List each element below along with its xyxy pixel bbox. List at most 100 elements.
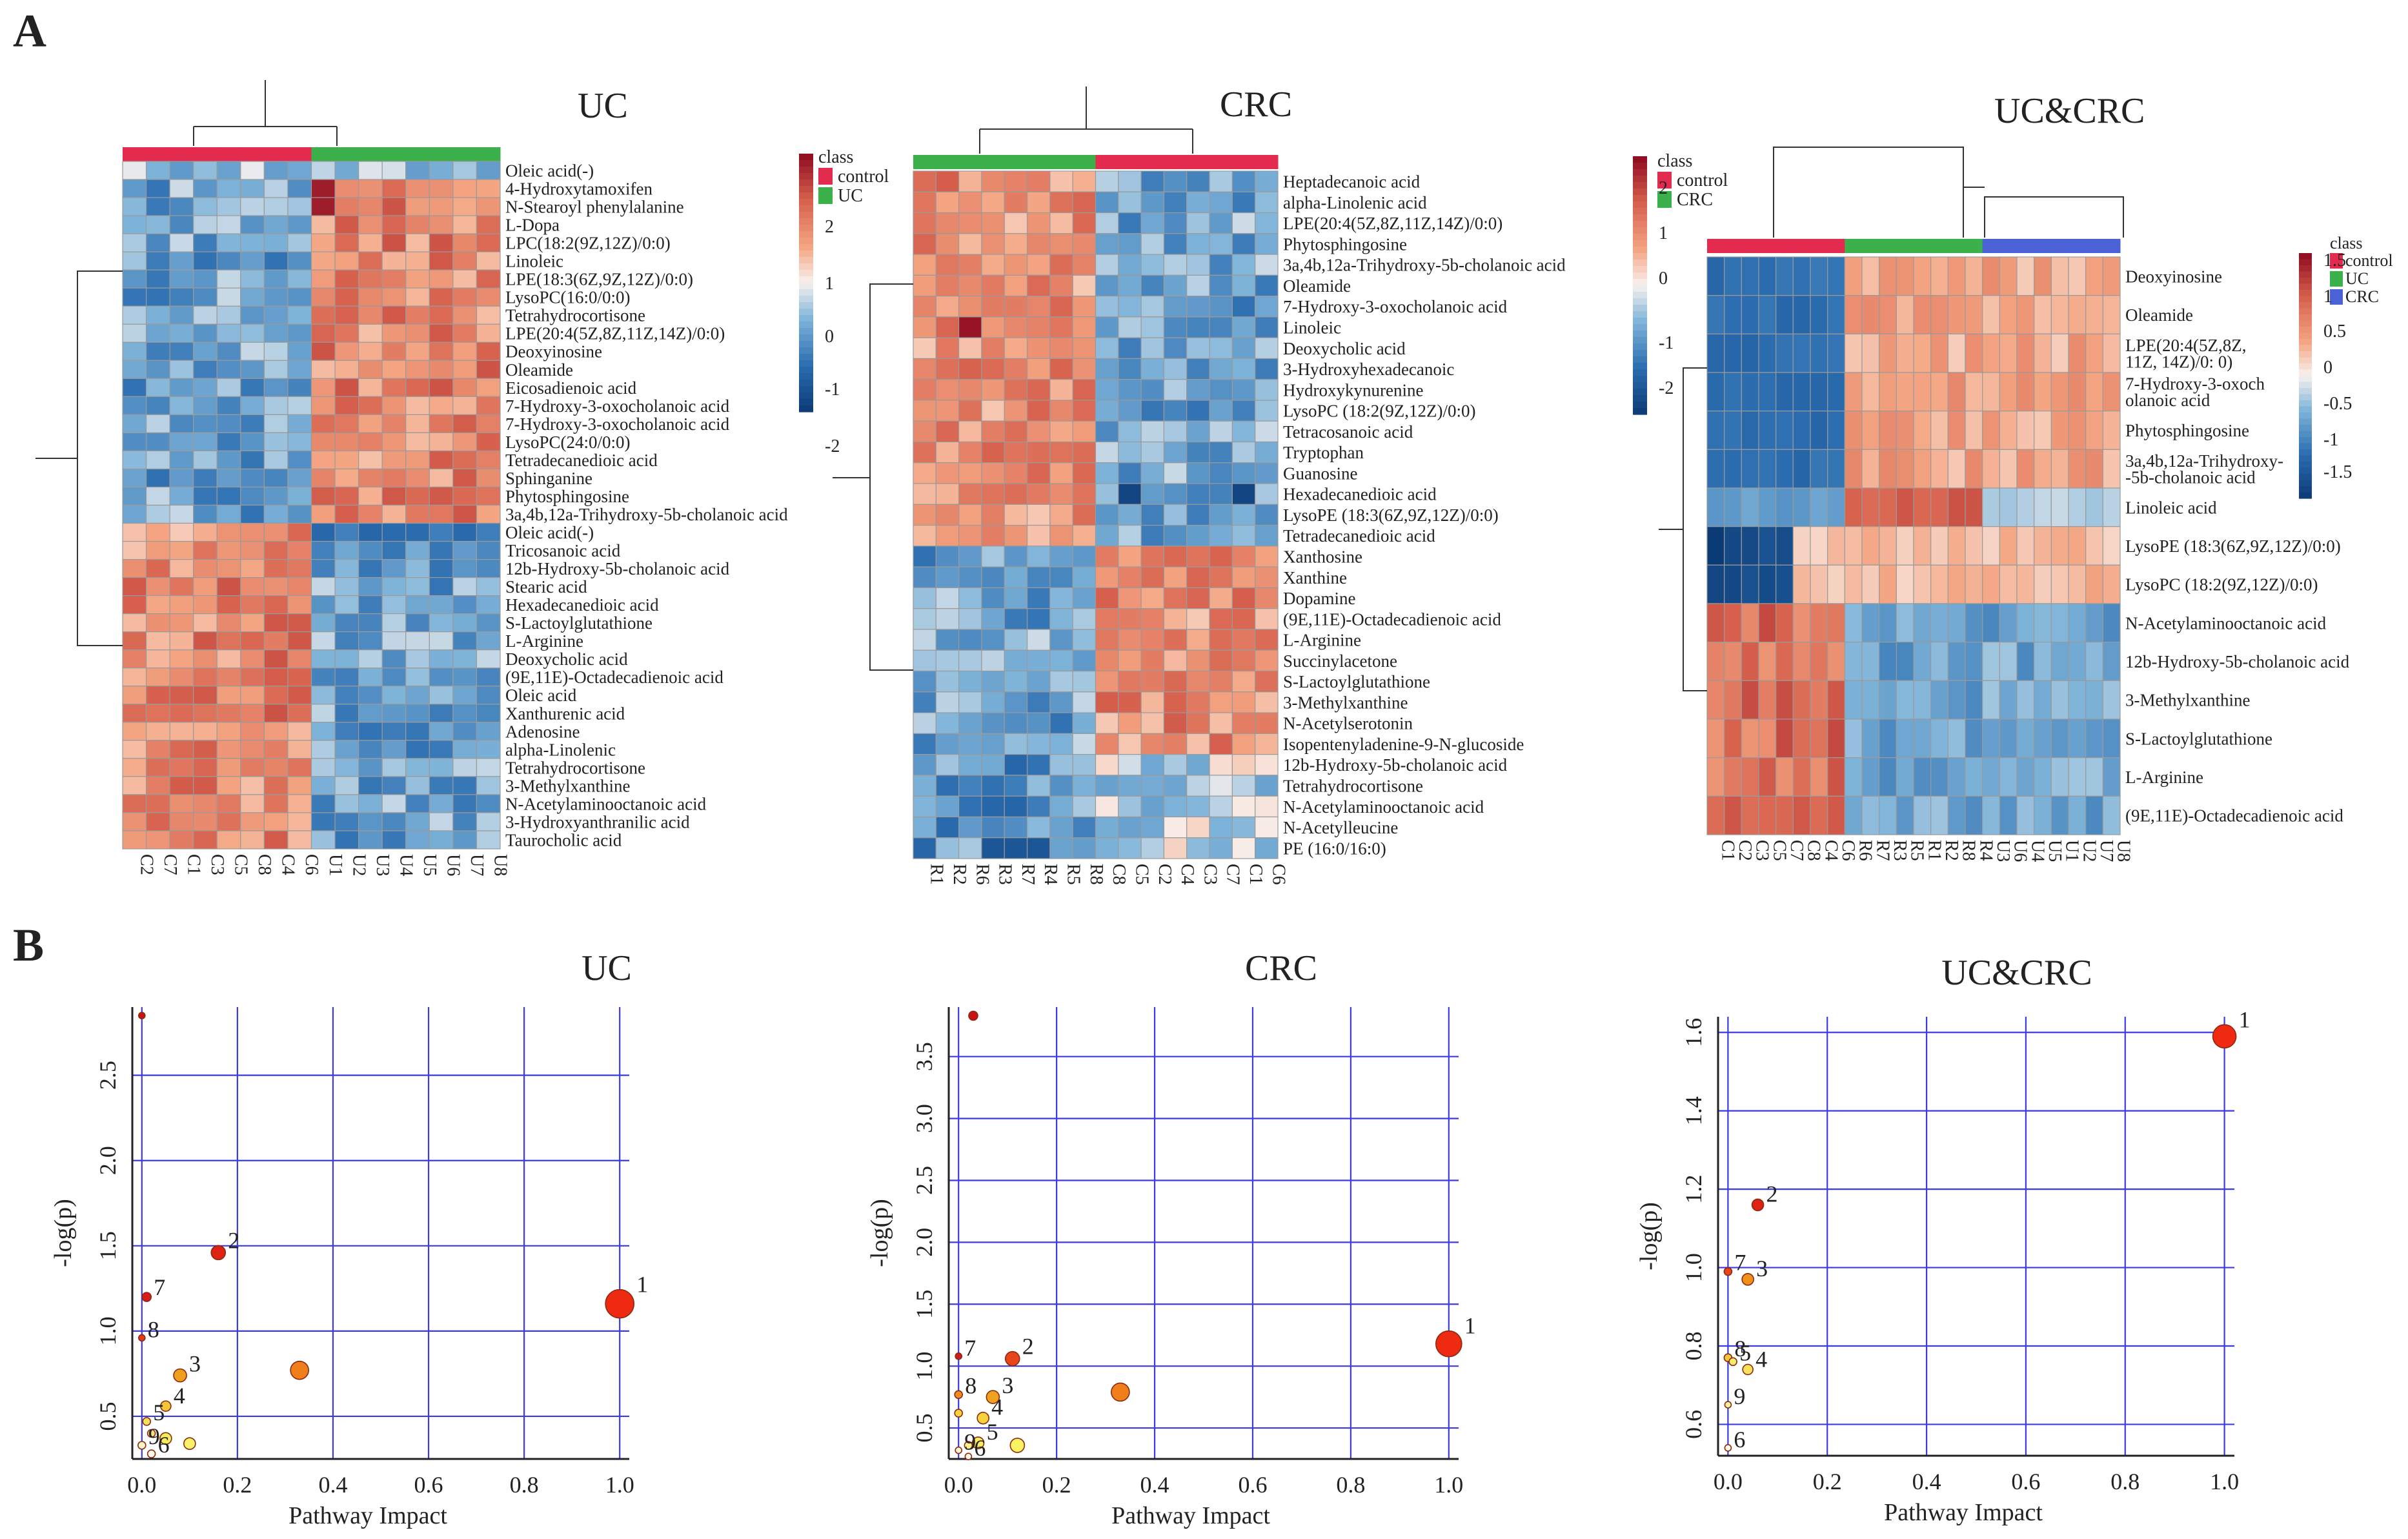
crc-heatmap-cell: [981, 358, 1005, 380]
uccrc-right-colorbar-tick: 0: [2323, 358, 2332, 378]
uc-heatmap-cell: [216, 722, 241, 741]
uc-heatmap-cell: [193, 631, 218, 651]
uccrc-heatmap-cell: [1930, 372, 1948, 412]
uccrc-heatmap-cell: [2085, 564, 2103, 604]
uc-heatmap-cell: [476, 468, 501, 488]
uc-heatmap-cell: [405, 323, 430, 343]
uc-heatmap-cell: [169, 378, 194, 397]
crc-heatmap-cell: [1163, 212, 1188, 234]
crc-column-label: R6: [972, 864, 992, 885]
uccrc-heatmap-cell: [1965, 333, 1983, 373]
uccrc-colorbar-segment: [1633, 240, 1647, 247]
uc-colorbar-segment: [799, 341, 813, 348]
crc-heatmap-cell: [1163, 316, 1188, 338]
uc-heatmap-cell: [240, 631, 265, 651]
uc-heatmap-cell: [145, 704, 170, 723]
uccrc-heatmap-cell: [1861, 719, 1880, 759]
crc-heatmap-cell: [935, 212, 960, 234]
uccrc-heatmap-cell: [1724, 333, 1742, 373]
uc-heatmap-cell: [216, 450, 241, 470]
uc-heatmap-cell: [358, 522, 383, 542]
crc-column-label: C1: [1246, 864, 1266, 885]
uc-heatmap-cell: [240, 522, 265, 542]
crc-column-label: C2: [1155, 864, 1175, 885]
uc-heatmap-cell: [240, 468, 265, 488]
uccrc-heatmap-cell: [1724, 526, 1742, 566]
crc-heatmap-cell: [1209, 400, 1233, 422]
uccrc-colorbar-segment: [1633, 272, 1647, 280]
crc-heatmap-cell: [1163, 296, 1188, 318]
uc-heatmap-cell: [358, 215, 383, 234]
uccrc-column-label: R6: [1856, 840, 1876, 861]
crc-group-bar: [1073, 155, 1096, 169]
crc-pathway-point: [964, 1452, 973, 1460]
crc-heatmap-cell: [1209, 691, 1233, 713]
uccrc-heatmap-cell: [1724, 411, 1742, 450]
crc-heatmap-cell: [1095, 649, 1119, 672]
uc-column-label: U7: [467, 854, 487, 876]
crc-heatmap-cell: [1163, 587, 1188, 609]
crc-heatmap-cell: [1231, 337, 1256, 360]
uc-heatmap-cell: [310, 686, 336, 705]
uccrc-colorbar-segment: [1633, 331, 1647, 338]
uccrc-heatmap-cell: [1896, 564, 1914, 604]
uc-heatmap-cell: [122, 432, 147, 452]
uccrc-right-colorbar-segment: [2299, 278, 2312, 285]
uccrc-heatmap-cell: [1827, 411, 1845, 450]
crc-heatmap-cell: [1231, 608, 1256, 630]
uc-legend-swatch: [818, 168, 833, 185]
uccrc-heatmap-cell: [1965, 719, 1983, 759]
crc-pathway-point: [968, 1010, 978, 1021]
crc-heatmap-cell: [981, 525, 1005, 547]
uc-heatmap-cell: [334, 341, 359, 361]
crc-heatmap-cell: [1255, 170, 1279, 192]
crc-heatmap-cell: [935, 358, 960, 380]
uccrc-column-label: U1: [2062, 840, 2082, 862]
crc-heatmap-cell: [1163, 441, 1188, 464]
uc-heatmap-cell: [381, 740, 407, 759]
crc-heatmap-cell: [1026, 816, 1051, 839]
uccrc-heatmap-cell: [1810, 449, 1828, 489]
uccrc-right-colorbar-tick: 1.5: [2323, 250, 2346, 270]
uc-heatmap-cell: [193, 577, 218, 596]
uccrc-heatmap-cell: [1792, 757, 1811, 797]
uc-heatmap-cell: [263, 450, 288, 470]
uccrc-column-label: C2: [1735, 840, 1755, 861]
uc-heatmap-cell: [334, 540, 359, 560]
crc-heatmap-cell: [1004, 233, 1028, 255]
uc-row-label: LPC(18:2(9Z,12Z)/0:0): [505, 234, 671, 253]
uc-heatmap-cell: [263, 668, 288, 687]
uccrc-legend-label: CRC: [1677, 190, 1713, 210]
uc-heatmap-cell: [452, 577, 478, 596]
uc-heatmap-cell: [263, 740, 288, 759]
uccrc-column-label: C7: [1786, 840, 1806, 861]
uc-legend-swatch: [818, 187, 833, 204]
uc-heatmap-cell: [334, 686, 359, 705]
uc-heatmap-cell: [145, 794, 170, 813]
crc-heatmap-cell: [1072, 420, 1097, 443]
uc-heatmap-cell: [452, 341, 478, 361]
uccrc-heatmap-cell: [1965, 642, 1983, 681]
uccrc-heatmap-cell: [2050, 603, 2069, 643]
uccrc-heatmap-cell: [1724, 449, 1742, 489]
crc-heatmap-cell: [1163, 775, 1188, 797]
crc-heatmap-cell: [1026, 274, 1051, 297]
uccrc-group-bar: [1948, 239, 1966, 253]
uccrc-heatmap-cell: [1706, 642, 1725, 681]
uc-heatmap-cell: [122, 830, 147, 850]
uccrc-heatmap-cell: [2068, 680, 2087, 720]
uc-x-axis-label: Pathway Impact: [288, 1502, 447, 1529]
uc-heatmap-cell: [193, 812, 218, 831]
uc-column-label: C8: [254, 854, 274, 875]
uc-heatmap-cell: [287, 668, 312, 687]
uccrc-group-bar: [2051, 239, 2069, 253]
crc-heatmap-cell: [1049, 629, 1073, 651]
uccrc-pathway-point: [1723, 1267, 1733, 1276]
uccrc-row-label: Phytosphingosine: [2125, 421, 2249, 440]
crc-point-label: 5: [987, 1419, 998, 1445]
uccrc-heatmap-cell: [1758, 719, 1777, 759]
crc-group-bar: [1027, 155, 1051, 169]
crc-heatmap-cell: [1026, 587, 1051, 609]
uc-heatmap-cell: [381, 486, 407, 506]
uc-heatmap-cell: [287, 722, 312, 741]
